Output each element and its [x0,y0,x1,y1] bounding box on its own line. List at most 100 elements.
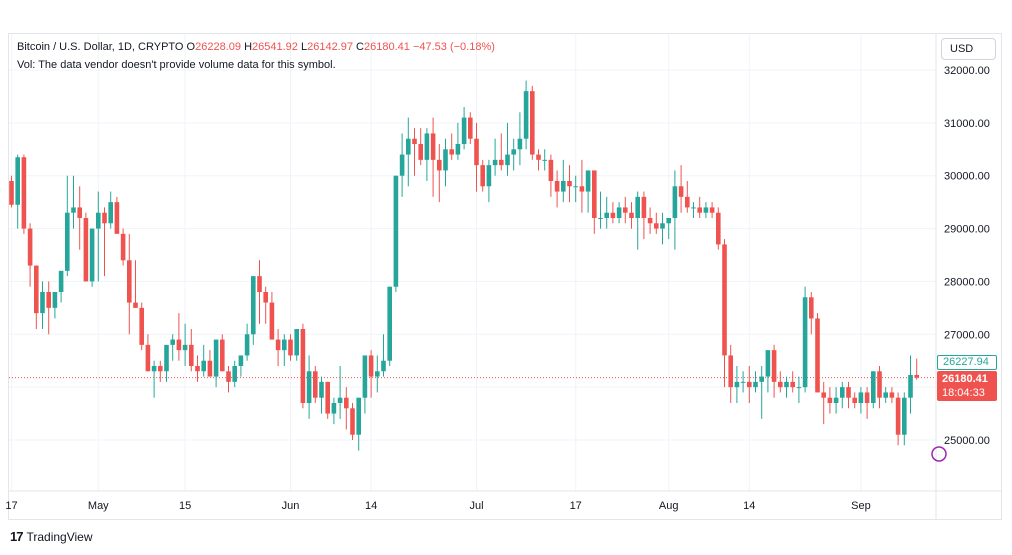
x-tick-label: 14 [365,500,377,512]
ohlc-low: 26142.97 [307,41,353,53]
candle-body [877,371,882,398]
candle-body [672,186,678,218]
y-tick-label: 30000.00 [944,171,990,183]
candle-body [809,297,814,319]
ohlc-high-label: H [244,41,253,53]
candle-body [27,228,33,266]
currency-button[interactable]: USD [941,38,996,60]
candle-body [282,339,287,351]
tradingview-logo[interactable]: 17 TradingView [10,529,93,544]
candle-body [182,344,188,351]
candle-body [151,366,157,372]
candle-body [108,202,113,224]
candle-body [449,149,454,155]
candle-body [716,212,721,245]
candle-body [765,350,771,377]
candle-body [443,149,448,171]
candle-body [889,392,895,398]
candle-body [604,212,609,218]
candle-body [585,170,591,192]
candle-body [753,381,758,388]
candle-body [170,339,175,345]
candle-body [114,202,120,234]
candle-body [251,276,256,335]
candle-body [623,207,628,213]
candle-body [734,381,740,388]
candle-body [406,138,411,155]
candle-body [393,175,399,287]
y-tick-label: 29000.00 [944,224,990,236]
ohlc-close-label: C [356,41,364,53]
candle-body [424,133,430,160]
candle-body [554,181,560,192]
candle-body [610,212,616,218]
candle-body [858,392,864,403]
y-tick-label: 27000.00 [944,329,990,341]
candle-body [127,260,132,303]
candle-body [306,371,312,403]
candle-body [629,212,634,218]
candle-body [412,138,417,144]
candle-body [846,387,851,398]
x-tick-label: 15 [179,500,191,512]
candle-body [709,207,715,213]
candle-body [65,212,70,271]
x-tick-label: 17 [5,500,17,512]
candle-body [740,381,746,383]
candle-body [77,207,82,218]
x-tick-label: Jun [282,500,300,512]
candle-body [802,297,808,388]
candle-body [641,196,647,218]
candle-body [89,228,95,282]
candle-body [474,138,479,166]
candle-body [796,387,802,389]
candle-body [592,170,597,218]
candle-body [480,165,485,187]
candle-body [58,270,64,292]
candle-body [864,392,870,403]
candle-body [269,302,275,340]
candle-body [815,318,820,393]
candle-body [313,371,318,398]
candle-body [40,292,45,314]
candle-body [598,218,603,219]
candle-body [213,339,219,377]
candle-body [52,292,58,308]
tradingview-logo-icon: 17 [10,529,24,544]
candle-body [821,392,826,398]
candle-body [83,218,89,282]
candle-body [536,154,541,160]
candle-body [759,376,764,382]
candle-body [381,360,386,372]
candle-body [722,244,727,356]
candle-body [567,181,572,187]
candle-body [325,381,330,414]
ohlc-open-label: O [186,41,196,53]
candle-body [275,339,281,351]
x-tick-label: 14 [743,500,755,512]
candle-body [468,117,473,139]
candle-body [96,212,101,229]
candle-body [201,360,206,372]
candle-body [220,339,225,372]
candle-body [139,307,144,345]
candle-body [790,381,795,388]
candle-body [511,149,516,155]
candle-body [833,397,839,403]
candle-body [647,218,653,224]
candle-body [542,159,547,161]
bar-countdown: 18:04:33 [942,387,985,399]
candle-body [697,207,702,213]
candle-body [691,207,696,209]
x-tick-label: Sep [851,500,871,512]
candle-body [561,181,566,192]
chart-frame [8,33,1002,520]
candle-body [747,381,752,388]
candle-body [356,397,361,435]
x-tick-label: 17 [570,500,582,512]
candle-body [505,154,510,166]
y-tick-label: 31000.00 [944,118,990,130]
candle-body [883,392,888,398]
candle-body [486,165,492,187]
